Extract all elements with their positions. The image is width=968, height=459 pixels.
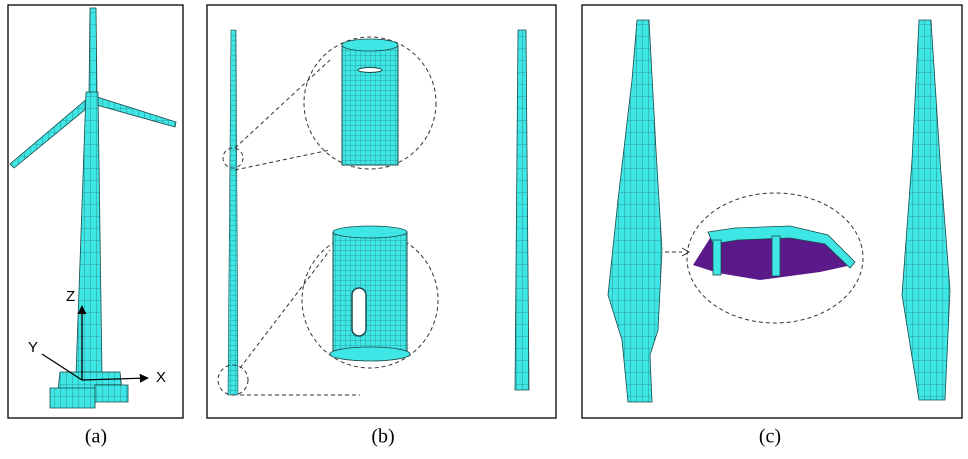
caption: (a) (85, 426, 107, 448)
axis-label: X (156, 369, 166, 386)
foundation (50, 388, 95, 408)
caption: (b) (371, 426, 394, 448)
figure: Z Y X (a) (b) (c) (0, 0, 968, 454)
tube-top (342, 39, 398, 51)
tube-mesh (342, 45, 398, 165)
spar (713, 240, 721, 275)
door-opening (352, 288, 366, 336)
tube-mesh (333, 232, 407, 352)
panel-a: Z Y X (a) (8, 5, 183, 448)
axis-label: Y (28, 339, 38, 356)
spar (772, 236, 780, 276)
panel-c: (c) (582, 5, 962, 448)
tube-flange (330, 347, 410, 361)
caption: (c) (759, 426, 781, 448)
axis-label: Z (66, 288, 75, 305)
opening (358, 68, 382, 73)
tube-top (333, 226, 407, 238)
panel-b: (b) (207, 5, 556, 448)
foundation (95, 385, 128, 402)
blade (89, 8, 97, 95)
